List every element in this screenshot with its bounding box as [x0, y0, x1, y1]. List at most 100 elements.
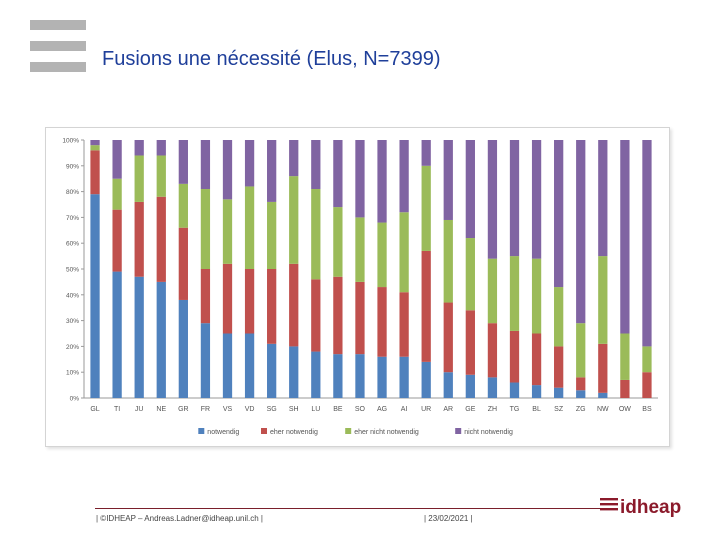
bar-segment [333, 207, 343, 277]
bar-segment [598, 140, 608, 257]
x-tick-label: NW [597, 406, 609, 413]
idheap-logo: idheap [600, 497, 681, 518]
bar-segment [333, 276, 343, 355]
bar-segment [487, 323, 498, 378]
bar-segment [554, 287, 564, 347]
bar-segment [311, 279, 321, 352]
y-tick-label: 20% [66, 344, 79, 351]
bar-segment [311, 189, 321, 280]
bar-segment [178, 183, 188, 228]
legend-swatch [345, 428, 352, 434]
bar-segment [200, 189, 211, 269]
bar-segment [112, 140, 122, 179]
x-tick-label: BS [642, 406, 652, 413]
bar-segment [267, 140, 277, 202]
bar-segment [244, 186, 255, 269]
bar-segment [200, 323, 211, 398]
y-tick-label: 30% [66, 318, 79, 325]
x-tick-label: TG [510, 406, 520, 413]
bar-segment [134, 276, 144, 398]
bar-segment [289, 140, 299, 177]
bar-segment [576, 140, 586, 324]
bar-segment [421, 140, 431, 166]
bar-segment [443, 302, 453, 373]
y-tick-label: 70% [66, 215, 79, 222]
bar-segment [465, 374, 475, 398]
x-tick-label: AI [401, 406, 408, 413]
legend-swatch [455, 428, 462, 434]
bar-segment [642, 140, 652, 347]
x-tick-label: SZ [554, 406, 564, 413]
x-tick-label: BE [333, 406, 343, 413]
bar-segment [399, 140, 409, 213]
bar-segment [355, 140, 365, 218]
x-tick-label: GE [465, 406, 475, 413]
bar-segment [642, 346, 652, 373]
bar-segment [620, 140, 630, 334]
bar-segment [267, 343, 277, 398]
bar-segment [598, 256, 608, 344]
slide-logo-bars [30, 20, 86, 83]
bar-segment [134, 201, 144, 277]
x-tick-label: ZG [576, 406, 586, 413]
bar-segment [531, 333, 542, 386]
x-tick-label: SO [355, 406, 366, 413]
bar-segment [311, 351, 321, 398]
y-tick-label: 0% [70, 396, 80, 403]
x-tick-label: UR [421, 406, 431, 413]
bar-segment [421, 361, 431, 398]
y-tick-label: 100% [62, 138, 79, 145]
bar-segment [90, 140, 100, 146]
bar-segment [421, 250, 431, 362]
bar-segment [355, 281, 365, 355]
x-tick-label: AR [443, 406, 453, 413]
bar-segment [443, 372, 453, 398]
legend-label: eher nicht notwendig [354, 429, 419, 436]
legend-label: nicht notwendig [464, 429, 513, 436]
bar-segment [244, 269, 255, 334]
bar-segment [443, 219, 453, 303]
footer-copyright: | ©IDHEAP – Andreas.Ladner@idheap.unil.c… [96, 514, 264, 523]
bar-segment [443, 140, 453, 220]
x-tick-label: NE [156, 406, 166, 413]
bar-segment [509, 140, 520, 257]
chart-frame: 0% 10% 20% 30% 40% 50% 60% 70% 80% 90% 100% GL TI JU N… [45, 127, 670, 447]
footer-divider [95, 508, 605, 509]
bar-segment [465, 238, 475, 311]
logo-bar [30, 62, 86, 72]
bar-segment [134, 140, 144, 156]
bar-segment [311, 140, 321, 190]
x-tick-label: FR [201, 406, 210, 413]
bar-segment [554, 346, 564, 388]
x-tick-label: GR [178, 406, 189, 413]
bar-segment [156, 140, 166, 156]
bar-segment [554, 140, 564, 288]
bar-segment [178, 299, 188, 398]
bar-segment [576, 377, 586, 391]
bar-segment [90, 145, 100, 151]
bar-segment [531, 140, 542, 259]
bar-segment [509, 256, 520, 331]
bar-segment [156, 281, 166, 398]
bar-segment [509, 330, 520, 383]
bar-segment [244, 140, 255, 187]
bar-segment [642, 372, 652, 398]
bar-segment [333, 354, 343, 398]
bar-segment [244, 333, 255, 398]
legend-label: eher notwendig [270, 429, 318, 436]
y-tick-label: 40% [66, 292, 79, 299]
bar-segment [289, 346, 299, 398]
bar-segment [200, 269, 211, 324]
bar-segment [156, 196, 166, 282]
bar-segment [222, 263, 233, 334]
bar-segment [487, 377, 498, 398]
bar-segment [178, 227, 188, 300]
x-tick-label: BL [532, 406, 541, 413]
y-tick-label: 80% [66, 189, 79, 196]
x-tick-label: ZH [488, 406, 497, 413]
bar-segment [355, 354, 365, 398]
legend-label: notwendig [207, 429, 239, 436]
bar-segment [465, 310, 475, 375]
bar-segment [112, 209, 122, 272]
bar-segment [156, 155, 166, 197]
